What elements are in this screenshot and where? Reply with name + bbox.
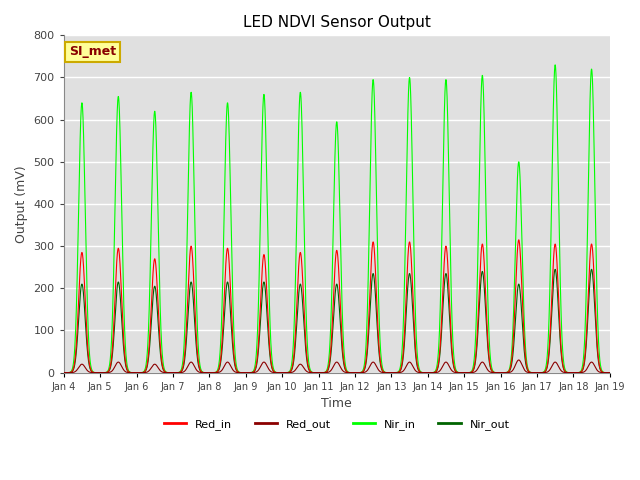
Y-axis label: Output (mV): Output (mV) xyxy=(15,165,28,243)
Text: SI_met: SI_met xyxy=(69,46,116,59)
X-axis label: Time: Time xyxy=(321,397,352,410)
Title: LED NDVI Sensor Output: LED NDVI Sensor Output xyxy=(243,15,431,30)
Legend: Red_in, Red_out, Nir_in, Nir_out: Red_in, Red_out, Nir_in, Nir_out xyxy=(159,415,514,434)
